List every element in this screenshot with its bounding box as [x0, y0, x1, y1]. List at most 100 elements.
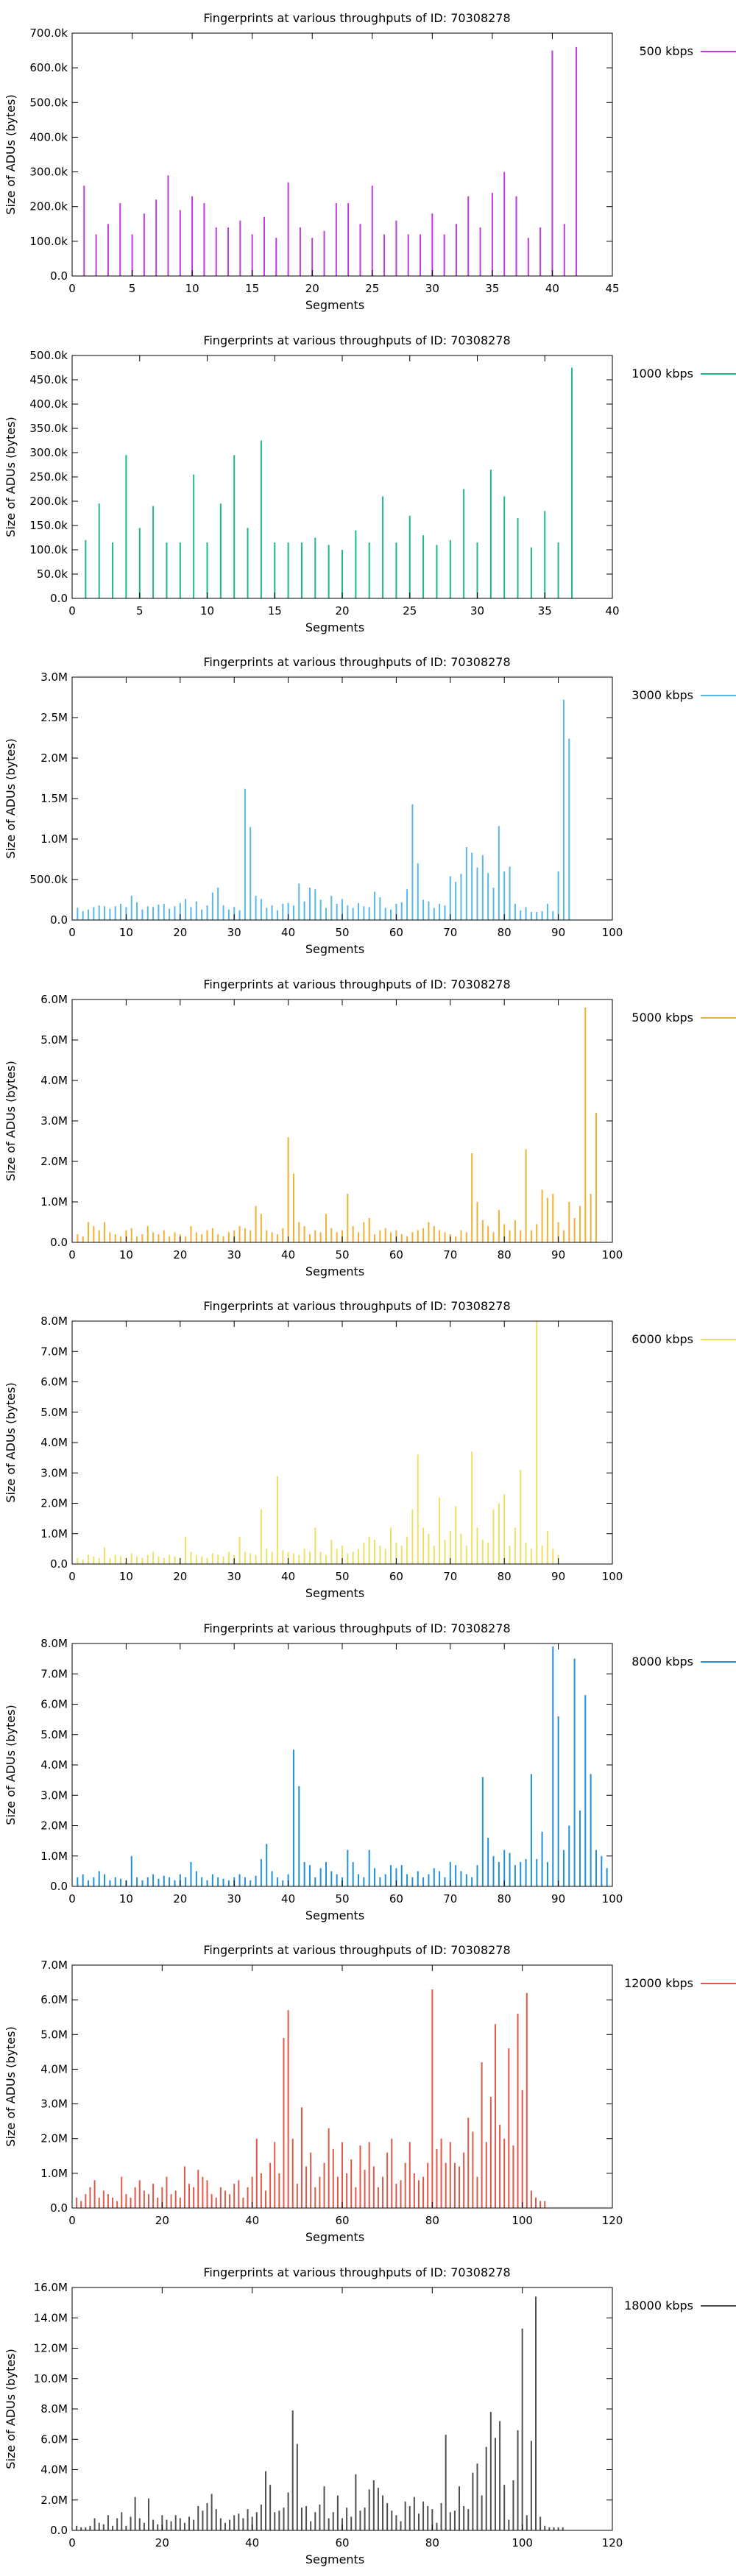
x-tick-label: 0 [68, 926, 76, 939]
x-axis-label: Segments [305, 1264, 364, 1278]
x-tick-label: 40 [545, 282, 559, 295]
y-tick-label: 0.0 [50, 2524, 68, 2537]
x-axis-label: Segments [305, 2552, 364, 2566]
x-tick-label: 60 [389, 926, 403, 939]
x-tick-label: 30 [470, 604, 484, 618]
chart-panel-7: Fingerprints at various throughputs of I… [0, 1932, 736, 2254]
plot-frame [71, 999, 613, 1242]
y-tick-label: 250.0k [29, 470, 68, 484]
x-tick-label: 20 [335, 604, 349, 618]
x-tick-label: 120 [602, 2214, 623, 2227]
plot-frame [71, 32, 613, 277]
x-tick-label: 80 [498, 1892, 512, 1906]
x-tick-label: 70 [443, 1570, 457, 1583]
legend-label: 12000 kbps [624, 1976, 693, 1990]
x-tick-label: 100 [602, 1892, 623, 1906]
y-tick-label: 300.0k [29, 166, 68, 179]
x-tick-label: 100 [512, 2536, 533, 2550]
x-tick-label: 50 [335, 1570, 349, 1583]
y-tick-label: 0.0 [50, 1557, 68, 1571]
x-tick-label: 90 [551, 926, 565, 939]
y-tick-label: 150.0k [29, 519, 68, 532]
y-tick-label: 6.0M [40, 1993, 68, 2006]
legend-label: 3000 kbps [631, 688, 693, 702]
legend-label: 18000 kbps [624, 2299, 693, 2313]
y-tick-label: 4.0M [40, 2463, 68, 2476]
chart-title: Fingerprints at various throughputs of I… [203, 333, 510, 347]
y-axis-label: Size of ADUs (bytes) [4, 1061, 18, 1181]
y-tick-label: 8.0M [40, 1637, 68, 1650]
x-tick-label: 20 [155, 2214, 169, 2227]
x-tick-label: 60 [389, 1248, 403, 1262]
x-tick-label: 20 [173, 1248, 187, 1262]
y-tick-label: 1.0M [40, 1195, 68, 1209]
x-tick-label: 20 [173, 1570, 187, 1583]
chart-svg: Fingerprints at various throughputs of I… [4, 11, 736, 312]
chart-title: Fingerprints at various throughputs of I… [203, 1299, 510, 1313]
chart-title: Fingerprints at various throughputs of I… [203, 1943, 510, 1957]
x-tick-label: 40 [281, 1892, 295, 1906]
y-tick-label: 12.0M [34, 2341, 68, 2354]
y-tick-label: 1.0M [40, 1527, 68, 1540]
x-axis-label: Segments [305, 298, 364, 312]
y-tick-label: 200.0k [29, 495, 68, 508]
chart-panel-5: Fingerprints at various throughputs of I… [0, 1288, 736, 1610]
x-tick-label: 80 [498, 1570, 512, 1583]
y-tick-label: 8.0M [40, 2402, 68, 2416]
x-tick-label: 10 [119, 1570, 133, 1583]
x-tick-label: 40 [605, 604, 619, 618]
x-tick-label: 0 [68, 1892, 76, 1906]
y-tick-label: 500.0k [29, 349, 68, 362]
x-tick-label: 70 [443, 1892, 457, 1906]
x-tick-label: 40 [281, 1248, 295, 1262]
x-tick-label: 25 [403, 604, 417, 618]
y-tick-label: 100.0k [29, 543, 68, 556]
y-tick-label: 2.5M [40, 711, 68, 724]
y-tick-label: 4.0M [40, 1758, 68, 1772]
legend-label: 500 kbps [639, 44, 693, 58]
y-tick-label: 400.0k [29, 397, 68, 411]
chart-svg: Fingerprints at various throughputs of I… [4, 2265, 736, 2566]
x-tick-label: 50 [335, 1248, 349, 1262]
x-tick-label: 5 [136, 604, 144, 618]
y-tick-label: 2.0M [40, 1155, 68, 1168]
y-tick-label: 700.0k [29, 26, 68, 40]
x-tick-label: 40 [281, 926, 295, 939]
x-tick-label: 0 [68, 2536, 76, 2550]
y-tick-label: 500.0k [29, 96, 68, 109]
series-bars [77, 1646, 608, 1886]
x-tick-label: 30 [227, 1892, 241, 1906]
y-tick-label: 6.0M [40, 1376, 68, 1389]
y-tick-label: 5.0M [40, 2028, 68, 2041]
x-tick-label: 80 [425, 2536, 439, 2550]
x-tick-label: 15 [245, 282, 259, 295]
y-tick-label: 4.0M [40, 1436, 68, 1449]
y-tick-label: 600.0k [29, 61, 68, 74]
x-axis-label: Segments [305, 2230, 364, 2244]
chart-panel-3: Fingerprints at various throughputs of I… [0, 644, 736, 966]
y-tick-label: 10.0M [34, 2371, 68, 2385]
chart-title: Fingerprints at various throughputs of I… [203, 977, 510, 991]
y-tick-label: 3.0M [40, 1114, 68, 1128]
x-tick-label: 35 [538, 604, 552, 618]
y-tick-label: 3.0M [40, 670, 68, 684]
y-tick-label: 300.0k [29, 446, 68, 459]
y-tick-label: 6.0M [40, 993, 68, 1006]
y-axis-label: Size of ADUs (bytes) [4, 1705, 18, 1825]
series-bars [77, 1321, 559, 1564]
legend-label: 5000 kbps [631, 1011, 693, 1025]
x-tick-label: 20 [305, 282, 319, 295]
chart-title: Fingerprints at various throughputs of I… [203, 655, 510, 669]
x-axis-label: Segments [305, 620, 364, 634]
y-tick-label: 3.0M [40, 2098, 68, 2111]
x-tick-label: 120 [602, 2536, 623, 2550]
chart-svg: Fingerprints at various throughputs of I… [4, 333, 736, 634]
y-tick-label: 2.0M [40, 2493, 68, 2506]
x-tick-label: 40 [281, 1570, 295, 1583]
chart-svg: Fingerprints at various throughputs of I… [4, 1299, 736, 1600]
x-tick-label: 50 [335, 926, 349, 939]
x-tick-label: 60 [335, 2536, 349, 2550]
x-tick-label: 5 [129, 282, 136, 295]
x-axis-label: Segments [305, 942, 364, 956]
series-bars [77, 699, 570, 920]
